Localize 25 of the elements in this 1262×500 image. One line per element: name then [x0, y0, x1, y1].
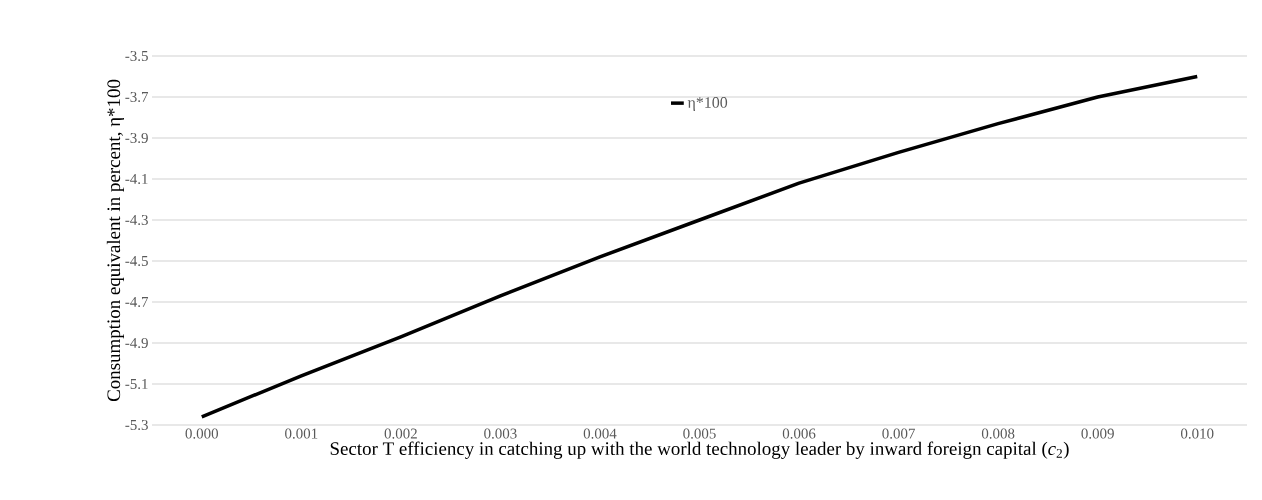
- x-tick-label: 0.003: [484, 428, 517, 439]
- x-tick-label: 0.006: [782, 428, 816, 439]
- y-axis-title: Consumption equivalent in percent, η*100: [106, 79, 124, 402]
- x-tick-label: 0.007: [882, 428, 915, 439]
- y-tick-label: -3.5: [125, 50, 148, 62]
- y-tick-label: -5.1: [125, 378, 148, 390]
- y-tick-label: -3.9: [125, 132, 148, 144]
- y-tick-label: -3.7: [125, 91, 149, 103]
- y-tick-label: -4.7: [125, 296, 149, 308]
- x-tick-label: 0.008: [981, 428, 1015, 439]
- y-tick-label: -4.1: [125, 173, 148, 185]
- legend-label: η*100: [687, 97, 728, 112]
- x-tick-label: 0.010: [1180, 428, 1214, 439]
- x-tick-label: 0.004: [583, 428, 617, 439]
- x-tick-label: 0.000: [185, 428, 219, 439]
- x-tick-label: 0.009: [1081, 428, 1114, 439]
- x-tick-label: 0.001: [285, 428, 318, 439]
- x-tick-label: 0.005: [683, 428, 716, 439]
- y-tick-label: -4.9: [125, 337, 148, 349]
- x-tick-label: 0.002: [384, 428, 417, 439]
- line-series: [200, 74, 1199, 419]
- y-tick-label: -5.3: [125, 419, 148, 431]
- y-tick-label: -4.5: [125, 255, 148, 267]
- y-tick-label: -4.3: [125, 214, 148, 226]
- x-axis-title: Sector T efficiency in catching up with the world technology leader by inward foreign capital (c$_{2}$): [330, 441, 1069, 459]
